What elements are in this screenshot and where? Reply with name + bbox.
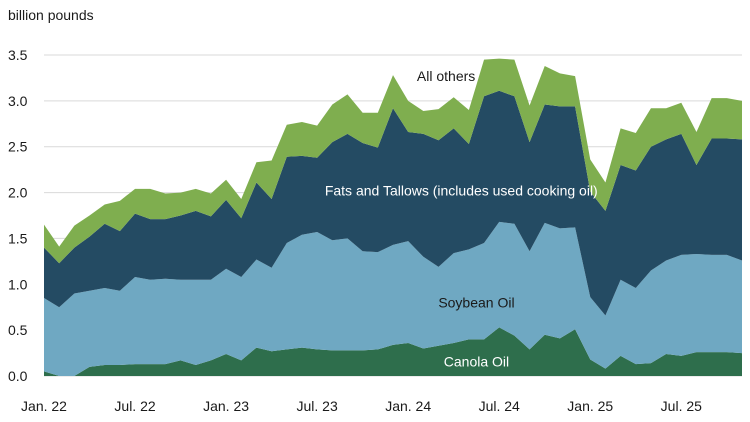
y-tick-label: 3.0 [8,93,28,109]
area-series [44,58,742,376]
y-axis-ticks: 0.0 0.5 1.0 1.5 2.0 2.5 3.0 3.5 [8,47,28,384]
y-tick-label: 2.5 [8,139,28,155]
series-label: All others [417,68,475,84]
y-tick-label: 1.5 [8,230,28,246]
x-tick-label: Jul. 23 [297,398,338,414]
x-tick-label: Jan. 24 [385,398,431,414]
y-tick-label: 0.5 [8,322,28,338]
series-label: Soybean Oil [438,295,514,311]
x-tick-label: Jul. 24 [479,398,520,414]
y-axis-unit-label: billion pounds [8,7,94,23]
series-label: Canola Oil [444,353,509,369]
area-fats [44,90,742,316]
y-tick-label: 0.0 [8,368,28,384]
x-tick-label: Jul. 22 [114,398,155,414]
y-tick-label: 3.5 [8,47,28,63]
area-soybean [44,221,742,376]
x-tick-label: Jan. 23 [203,398,249,414]
x-axis-ticks: Jan. 22 Jul. 22 Jan. 23 Jul. 23 Jan. 24 Jul. … [21,398,702,414]
x-tick-label: Jan. 22 [21,398,67,414]
area-all [44,58,742,264]
series-labels: Canola Oil Soybean Oil Fats and Tallows (i… [325,68,598,369]
y-tick-label: 2.0 [8,185,28,201]
area-canola [44,327,742,376]
y-tick-label: 1.0 [8,276,28,292]
x-tick-label: Jan. 25 [567,398,613,414]
x-tick-label: Jul. 25 [661,398,702,414]
series-label: Fats and Tallows (includes used cooking … [325,183,598,199]
